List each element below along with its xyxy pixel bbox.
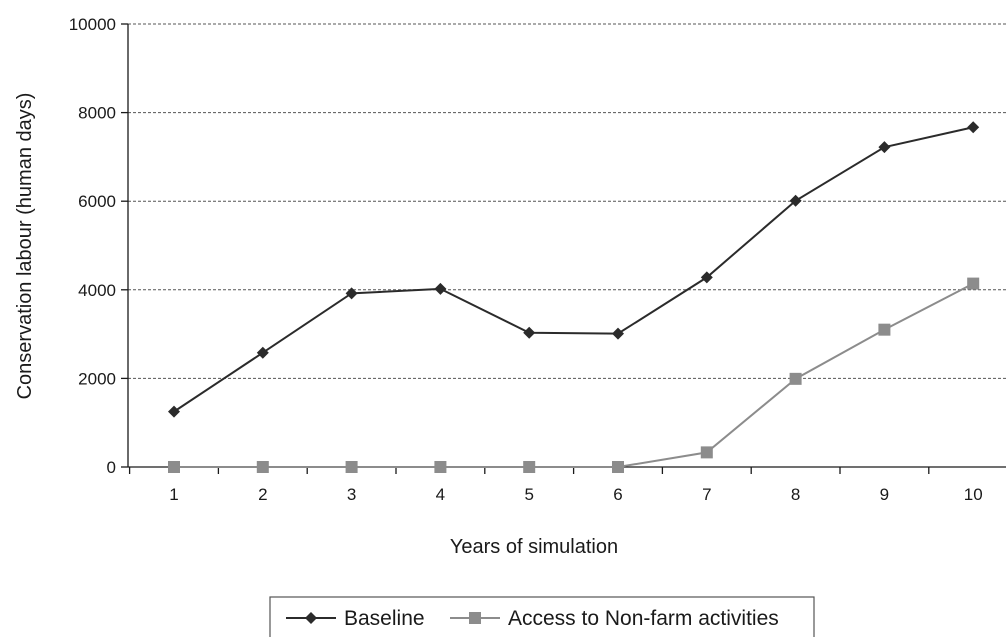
data-point	[789, 194, 802, 207]
x-tick-label: 4	[436, 485, 445, 504]
data-point	[168, 461, 180, 473]
data-point	[967, 277, 980, 290]
x-tick-label: 6	[613, 485, 622, 504]
x-tick-label: 3	[347, 485, 356, 504]
data-point	[256, 346, 269, 359]
legend-label: Access to Non-farm activities	[508, 607, 779, 630]
data-point	[612, 327, 624, 340]
data-point	[345, 287, 358, 300]
grid-lines	[128, 23, 1006, 379]
y-ticks: 0 2000 4000 6000 8000 10000	[69, 15, 128, 477]
data-point	[878, 323, 891, 336]
legend: Baseline Access to Non-farm activities	[269, 596, 815, 637]
y-tick-label: 2000	[78, 369, 116, 388]
legend-marker	[469, 612, 481, 624]
x-tick-label: 7	[702, 485, 711, 504]
data-point	[434, 282, 447, 295]
y-tick-label: 0	[107, 458, 116, 477]
series-non-farm-access	[168, 277, 980, 473]
legend-marker	[305, 612, 317, 624]
data-point	[878, 141, 891, 154]
x-ticks: 1 2 3 4 5 6 7 8 9 10	[128, 467, 983, 504]
data-point	[967, 121, 980, 134]
x-axis-title: Years of simulation	[450, 536, 618, 558]
y-tick-label: 8000	[78, 104, 116, 123]
y-axis-title: Conservation labour (human days)	[14, 93, 36, 400]
data-point	[523, 461, 536, 473]
series	[168, 121, 980, 473]
data-point	[523, 326, 536, 339]
data-point	[256, 461, 269, 473]
data-point	[345, 461, 358, 473]
x-tick-label: 2	[258, 485, 267, 504]
data-point	[612, 461, 624, 473]
x-tick-label: 8	[791, 485, 800, 504]
data-point	[434, 461, 447, 473]
data-point	[168, 405, 180, 418]
x-tick-label: 5	[524, 485, 533, 504]
data-point	[789, 372, 802, 385]
x-tick-label: 10	[964, 485, 983, 504]
y-tick-label: 6000	[78, 192, 116, 211]
y-tick-label: 10000	[69, 15, 116, 34]
x-tick-label: 9	[880, 485, 889, 504]
series-baseline	[168, 121, 980, 418]
series-line	[173, 126, 974, 413]
series-line	[174, 282, 974, 468]
y-tick-label: 4000	[78, 281, 116, 300]
legend-label: Baseline	[344, 607, 425, 630]
data-point	[700, 446, 713, 459]
legend-box	[269, 596, 815, 637]
axes	[127, 24, 1006, 468]
data-point	[700, 271, 713, 284]
x-tick-label: 1	[169, 485, 178, 504]
